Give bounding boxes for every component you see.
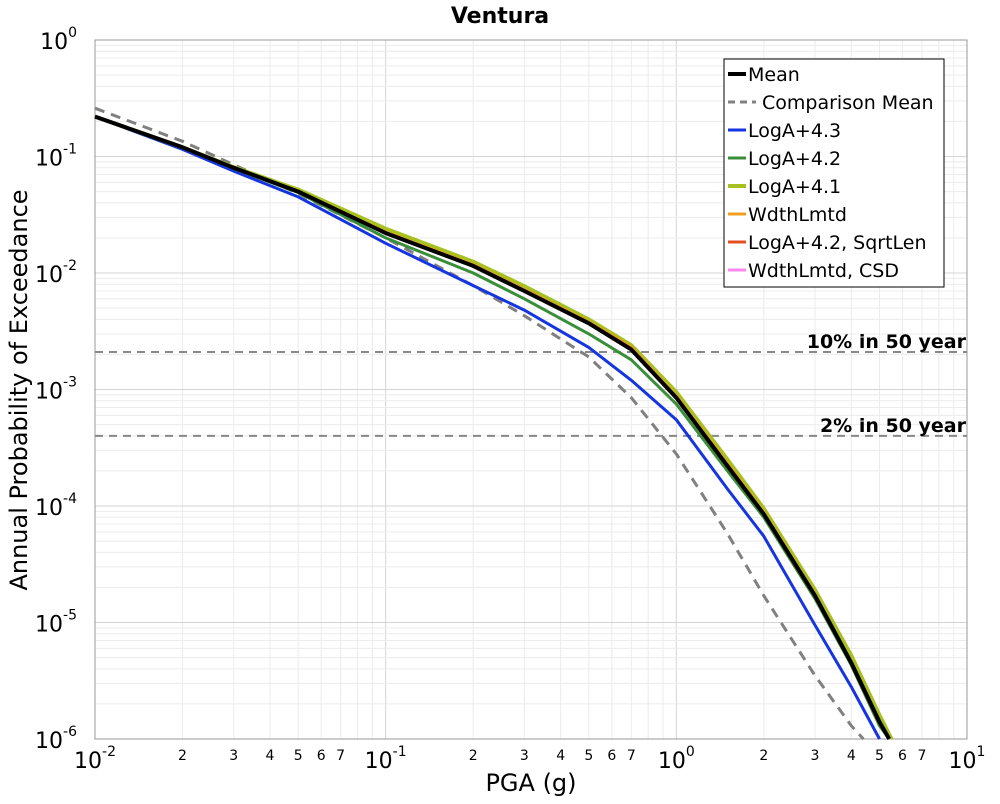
- x-minor-tick-label: 7: [336, 748, 345, 764]
- x-minor-tick-label: 4: [847, 748, 856, 764]
- series-line: [94, 115, 881, 740]
- x-tick-label: 10-2: [74, 744, 116, 774]
- x-minor-tick-label: 7: [918, 748, 927, 764]
- y-tick-label: 10-4: [35, 491, 77, 521]
- y-tick-label: 10-2: [35, 258, 77, 288]
- legend: Mean Comparison Mean LogA+4.3 LogA+4.2 LogA+…: [723, 58, 945, 288]
- x-minor-tick-label: 3: [229, 748, 238, 764]
- y-tick-label: 10-6: [35, 724, 77, 754]
- chart-title: Ventura: [451, 4, 549, 29]
- x-minor-tick-label: 6: [607, 748, 616, 764]
- x-tick-label: 10-1: [365, 744, 407, 774]
- grid-layer: [94, 40, 967, 740]
- y-tick-label: 10-5: [35, 608, 77, 638]
- x-tick-label: 101: [949, 744, 986, 774]
- reference-line-label: 2% in 50 year: [820, 415, 967, 437]
- y-tick-label: 10-1: [35, 142, 77, 172]
- reference-line-label: 10% in 50 year: [807, 331, 967, 353]
- legend-label: LogA+4.2, SqrtLen: [748, 232, 927, 254]
- legend-label: LogA+4.2: [748, 148, 841, 170]
- legend-label: WdthLmtd, CSD: [748, 260, 899, 282]
- legend-label: LogA+4.1: [748, 176, 841, 198]
- plot-frame: [94, 39, 968, 740]
- legend-box: [723, 58, 945, 288]
- x-minor-tick-label: 6: [898, 748, 907, 764]
- x-minor-tick-label: 6: [317, 748, 326, 764]
- x-minor-tick-label: 3: [520, 748, 529, 764]
- reference-lines: 10% in 50 year 2% in 50 year: [95, 331, 967, 437]
- x-axis-label: PGA (g): [485, 769, 576, 797]
- series-layer: [94, 106, 894, 741]
- x-minor-tick-label: 5: [584, 748, 593, 764]
- series-line: [94, 114, 891, 740]
- y-axis-label: Annual Probability of Exceedance: [5, 189, 33, 590]
- x-minor-tick-label: 4: [266, 748, 275, 764]
- y-tick-label: 100: [40, 25, 77, 55]
- x-tick-label: 100: [658, 744, 695, 774]
- legend-label: LogA+4.3: [748, 120, 841, 142]
- x-minor-tick-label: 3: [811, 748, 820, 764]
- x-minor-tick-label: 4: [556, 748, 565, 764]
- x-minor-tick-label: 7: [627, 748, 636, 764]
- legend-label: Comparison Mean: [762, 92, 934, 114]
- y-tick-label: 10-3: [35, 375, 77, 405]
- x-minor-tick-label: 5: [294, 748, 303, 764]
- x-minor-tick-label: 2: [178, 748, 187, 764]
- x-minor-tick-label: 5: [875, 748, 884, 764]
- legend-label: WdthLmtd: [748, 204, 847, 226]
- legend-label: Mean: [748, 64, 800, 86]
- x-minor-tick-label: 2: [469, 748, 478, 764]
- x-minor-tick-label: 2: [759, 748, 768, 764]
